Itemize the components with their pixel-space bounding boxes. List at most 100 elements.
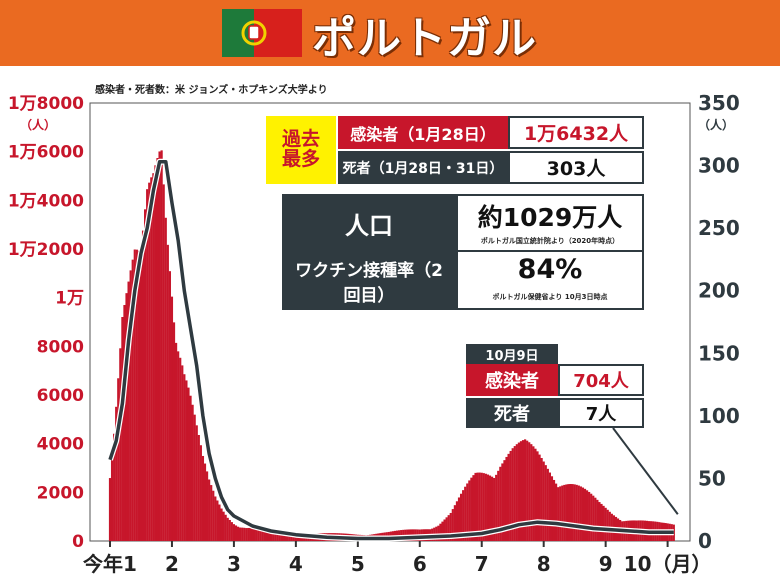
case-bar [185,380,188,541]
vaccine-label: ワクチン接種率（2回目） [282,252,456,310]
case-bar [490,476,494,541]
x-tick-label: 3 [227,552,241,576]
vaccine-value: 84% [517,254,583,285]
vaccine-note: ポルトガル保健省より 10月3日時点 [492,293,608,301]
record-badge: 過去最多 [266,116,336,184]
x-tick-label: 5 [351,552,365,576]
case-bar [170,296,174,541]
case-bar [245,528,248,541]
case-bar [449,512,452,541]
case-bar [457,497,461,541]
case-bar [579,486,582,541]
x-tick-label: 8 [537,552,551,576]
case-bar [540,457,543,541]
case-bar [474,472,477,541]
case-bar [239,527,242,541]
case-bar [546,468,549,541]
case-bar [501,463,504,541]
case-bar [146,189,149,542]
y-left-tick-label: 1万4000 [8,191,84,211]
y-right-tick-label: 300 [698,154,740,178]
case-bar [243,527,246,541]
case-bar [521,440,525,541]
case-bar [464,486,467,541]
case-bar [226,517,229,541]
case-bar [451,509,454,541]
case-bar [162,184,165,541]
y-right-tick-label: 100 [698,404,740,428]
case-bar [119,348,122,541]
case-bar [278,530,281,541]
case-bar [191,404,194,541]
case-bar [284,531,287,541]
case-bar [488,475,492,541]
y-left-tick-label: 8000 [37,337,84,357]
case-bar [141,230,145,541]
case-bar [470,477,473,541]
case-bar [179,357,182,541]
record-cases-label: 感染者（1月28日） [338,116,508,149]
vaccine-cell: 84% ポルトガル保健省より 10月3日時点 [456,252,644,310]
case-bar [230,522,233,541]
latest-deaths-value: 7人 [558,398,644,428]
case-bar [280,530,283,541]
population-label: 人口 [282,194,456,252]
case-bar [195,425,198,541]
case-bar [247,527,250,541]
stats-box: 人口 約1029万人 ポルトガル国立統計院より（2020年時点） ワクチン接種率… [282,194,644,310]
case-bar [466,483,469,541]
case-bar [559,486,562,541]
case-bar [265,529,269,541]
case-bar [259,528,262,541]
case-bar [154,165,157,541]
y-left-tick-label: 1万6000 [8,143,84,163]
case-bar [554,483,558,541]
case-bar [532,446,535,541]
case-bar [594,497,597,541]
case-bar [550,476,554,541]
case-bar [534,448,537,541]
y-left-tick-label: 1万2000 [8,240,84,260]
x-tick-label: 7 [475,552,489,576]
case-bar [183,374,186,541]
case-bar [455,501,459,541]
case-bar [561,485,564,541]
x-tick-label: 2 [165,552,179,576]
case-bar [166,244,169,542]
y-right-tick-label: 250 [698,216,740,240]
case-bar [583,488,587,541]
latest-date: 10月9日 [466,344,558,364]
y-left-tick-label: 2000 [37,483,84,503]
population-note: ポルトガル国立統計院より（2020年時点） [480,237,620,245]
case-bar [110,458,114,541]
case-bar [575,484,578,541]
case-bar [443,519,446,541]
case-bar [581,487,585,541]
case-bar [592,495,595,541]
case-bar [164,217,167,542]
case-bar [588,491,591,541]
case-bar [480,472,483,541]
case-bar [272,529,275,541]
case-bar [585,490,589,541]
case-bar [497,470,500,541]
case-bar [274,529,277,541]
case-bar [113,433,116,541]
y-left-tick-label: 0 [72,532,84,552]
case-bar [172,322,176,541]
case-bar [261,528,264,541]
case-bar [536,451,539,541]
case-bar [608,511,611,541]
case-bar [158,151,161,541]
case-bar [253,528,256,541]
case-bar [174,342,178,541]
case-bar [133,249,136,542]
case-bar [590,493,593,541]
header-bar: ポルトガル [0,0,780,66]
case-bar [212,490,215,541]
case-bar [257,528,260,541]
portugal-flag [222,9,302,57]
case-bar [108,478,112,541]
case-bar [493,477,496,541]
case-bar [486,474,490,541]
